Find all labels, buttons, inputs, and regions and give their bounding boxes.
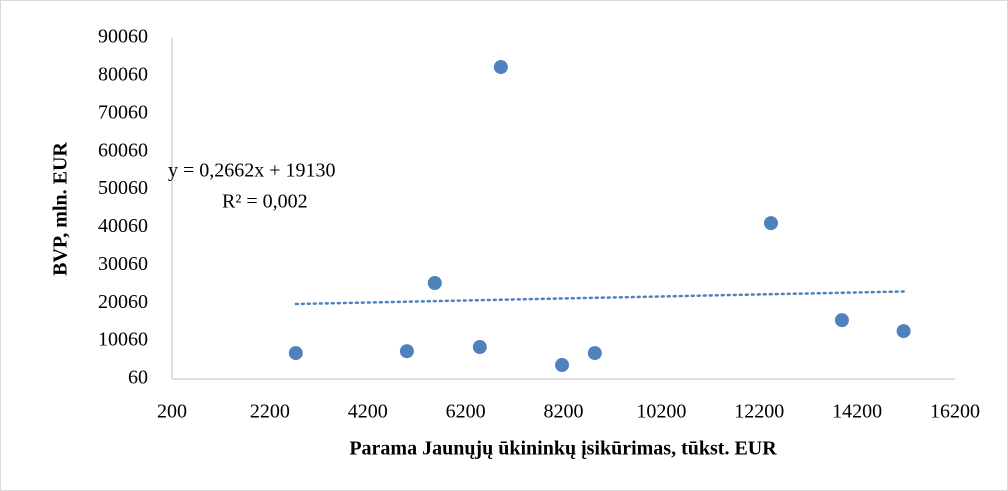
- y-tick-label: 10060: [98, 329, 148, 351]
- y-axis-title: BVP, mln. EUR: [50, 142, 72, 276]
- point: [493, 60, 508, 75]
- point: [472, 340, 487, 355]
- y-tick-label: 70060: [98, 101, 148, 123]
- point: [834, 313, 849, 328]
- x-tick-label: 10200: [636, 401, 686, 423]
- y-tick-label: 80060: [98, 63, 148, 85]
- y-tick-label: 50060: [98, 177, 148, 199]
- x-tick-label: 6200: [446, 401, 486, 423]
- x-axis-title: Parama Jaunųjų ūkininkų įsikūrimas, tūks…: [349, 438, 777, 460]
- point: [288, 346, 303, 361]
- trendline-r2: R² = 0,002: [222, 191, 308, 213]
- y-tick-label: 20060: [98, 291, 148, 313]
- y-tick-label: 60: [128, 367, 148, 389]
- point: [555, 358, 570, 373]
- trendline-equation: y = 0,2662x + 19130: [168, 160, 336, 182]
- x-tick-label: 4200: [348, 401, 388, 423]
- trendline: [294, 290, 905, 306]
- point: [587, 346, 602, 361]
- x-tick-label: 2200: [250, 401, 290, 423]
- y-tick-label: 30060: [98, 253, 148, 275]
- point: [896, 324, 911, 339]
- y-tick-label: 40060: [98, 215, 148, 237]
- x-tick-label: 12200: [734, 401, 784, 423]
- x-tick-label: 14200: [832, 401, 882, 423]
- y-tick-label: 90060: [98, 26, 148, 48]
- x-tick-label: 16200: [930, 401, 980, 423]
- x-tick-label: 8200: [544, 401, 584, 423]
- point: [399, 344, 414, 359]
- point: [427, 275, 442, 290]
- y-tick-label: 60060: [98, 139, 148, 161]
- point: [763, 216, 778, 231]
- x-tick-label: 200: [157, 401, 187, 423]
